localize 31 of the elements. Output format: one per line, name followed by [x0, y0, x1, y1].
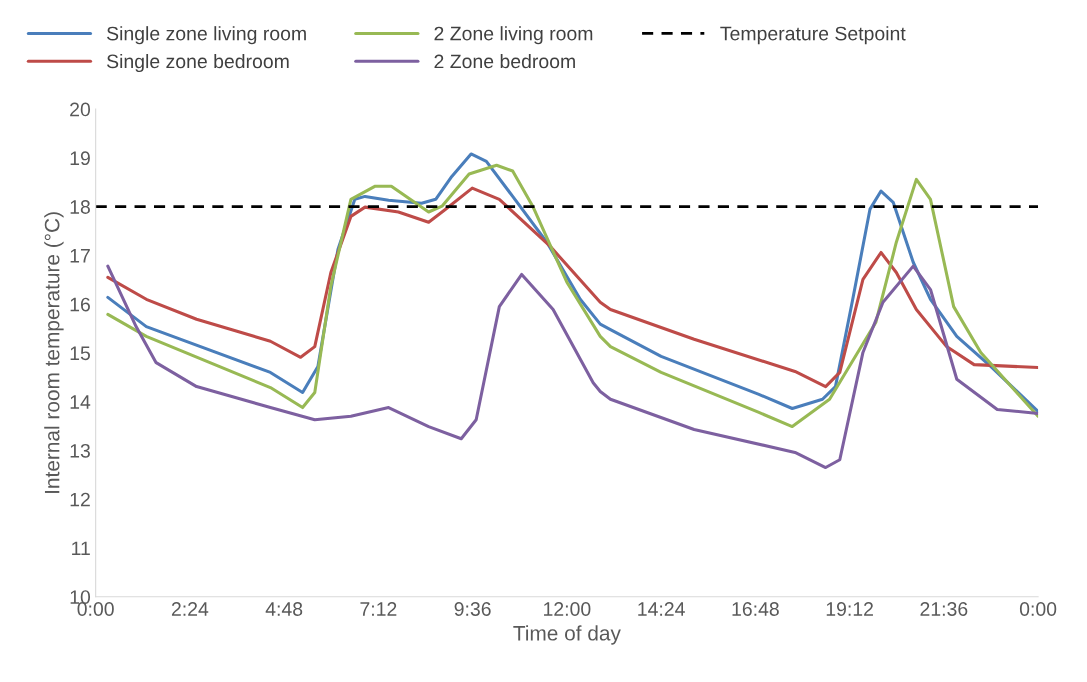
x-tick-label: 4:48	[265, 602, 303, 616]
x-axis-title: Time of day	[513, 625, 621, 645]
y-tick-label: 12	[70, 492, 90, 507]
y-tick-label: 16	[70, 297, 90, 312]
legend-label: Single zone bedroom	[107, 53, 289, 73]
x-tick-label: 0:00	[77, 602, 114, 616]
legend-label: 2 Zone living room	[434, 26, 593, 45]
x-tick-label: 19:12	[826, 602, 873, 616]
y-tick-label: 18	[70, 200, 90, 214]
y-tick-label: 17	[70, 249, 90, 263]
line-series	[106, 264, 1039, 470]
x-tick-label: 12:00	[544, 602, 591, 616]
y-tick-label: 19	[70, 151, 90, 166]
legend-label: Temperature Setpoint	[720, 26, 906, 45]
x-tick-label: 7:12	[360, 602, 397, 616]
y-tick-label: 14	[70, 395, 91, 409]
y-tick-label: 10	[70, 590, 91, 604]
y-tick-label: 15	[70, 346, 90, 361]
x-tick-label: 9:36	[454, 602, 491, 616]
y-tick-label: 11	[72, 541, 90, 556]
x-tick-label: 14:24	[638, 602, 685, 616]
x-tick-label: 16:48	[732, 602, 779, 616]
y-tick-label: 13	[70, 443, 90, 458]
legend-label: Single zone living room	[107, 26, 306, 45]
x-tick-label: 0:00	[1019, 602, 1057, 616]
x-tick-label: 21:36	[920, 602, 968, 616]
y-axis-title: Internal room temperature (°C)	[44, 212, 64, 493]
x-tick-label: 2:24	[171, 602, 209, 616]
legend-label: 2 Zone bedroom	[434, 53, 575, 69]
line-series	[106, 186, 1039, 389]
y-tick-label: 20	[70, 102, 91, 117]
